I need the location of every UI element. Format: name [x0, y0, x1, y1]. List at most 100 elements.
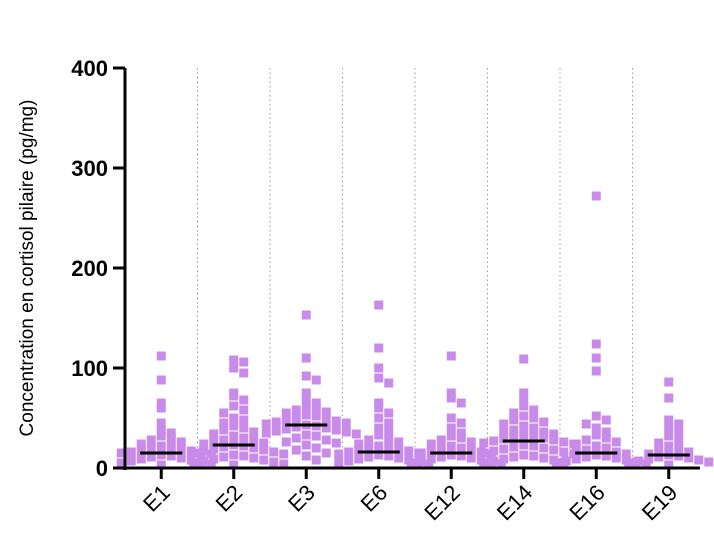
data-point — [549, 429, 559, 439]
data-point — [539, 453, 549, 463]
data-point — [301, 353, 311, 363]
data-point — [156, 403, 166, 413]
data-point — [311, 411, 321, 421]
data-point — [384, 433, 394, 443]
data-point — [291, 405, 301, 415]
data-point — [591, 353, 601, 363]
data-point — [664, 377, 674, 387]
data-point — [601, 427, 611, 437]
data-point — [374, 373, 384, 383]
data-point — [519, 411, 529, 421]
data-point — [156, 450, 166, 460]
data-point — [456, 428, 466, 438]
data-point — [571, 439, 581, 449]
data-point — [509, 415, 519, 425]
data-point — [136, 445, 146, 455]
data-point — [239, 395, 249, 405]
data-point — [384, 378, 394, 388]
data-point — [364, 435, 374, 445]
data-point — [146, 452, 156, 462]
y-tick-label: 400 — [71, 56, 108, 81]
data-point — [529, 423, 539, 433]
data-point — [489, 456, 499, 466]
data-point — [601, 433, 611, 443]
data-point — [519, 430, 529, 440]
data-point — [189, 458, 199, 468]
data-point — [331, 425, 341, 435]
data-point — [301, 451, 311, 461]
data-point — [209, 454, 219, 464]
points-layer — [116, 191, 714, 470]
data-point — [229, 450, 239, 460]
data-point — [456, 451, 466, 461]
data-point — [509, 408, 519, 418]
data-point — [446, 450, 456, 460]
data-point — [416, 456, 426, 466]
data-point — [436, 452, 446, 462]
data-point — [664, 441, 674, 451]
data-point — [374, 441, 384, 451]
data-point — [219, 418, 229, 428]
data-point — [436, 444, 446, 454]
data-point — [301, 440, 311, 450]
data-point — [621, 449, 631, 459]
data-point — [539, 443, 549, 453]
data-point — [271, 426, 281, 436]
y-tick-label: 200 — [71, 256, 108, 281]
data-point — [281, 437, 291, 447]
data-point — [591, 339, 601, 349]
data-point — [611, 437, 621, 447]
data-point — [426, 446, 436, 456]
data-point — [311, 455, 321, 465]
data-point — [271, 417, 281, 427]
data-point — [456, 433, 466, 443]
data-point — [601, 451, 611, 461]
data-point — [301, 371, 311, 381]
data-point — [259, 445, 269, 455]
data-point — [259, 438, 269, 448]
data-point — [269, 457, 279, 467]
data-point — [591, 450, 601, 460]
data-point — [509, 442, 519, 452]
data-point — [209, 444, 219, 454]
data-point — [279, 449, 289, 459]
data-point — [321, 423, 331, 433]
data-point — [664, 423, 674, 433]
data-point — [146, 435, 156, 445]
data-point — [229, 431, 239, 441]
data-point — [219, 425, 229, 435]
data-point — [199, 439, 209, 449]
data-point — [446, 393, 456, 403]
data-point — [509, 425, 519, 435]
data-point — [374, 343, 384, 353]
data-point — [496, 459, 506, 469]
data-point — [529, 405, 539, 415]
data-point — [394, 444, 404, 454]
data-point — [229, 391, 239, 401]
data-point — [279, 459, 289, 469]
data-point — [219, 408, 229, 418]
data-point — [466, 453, 476, 463]
data-point — [126, 447, 136, 457]
data-point — [281, 408, 291, 418]
axis-layer — [113, 66, 700, 479]
x-tick-label: E1 — [138, 480, 175, 517]
data-point — [466, 445, 476, 455]
data-point — [229, 413, 239, 423]
data-point — [601, 443, 611, 453]
data-point — [136, 439, 146, 449]
data-point — [446, 441, 456, 451]
data-point — [559, 437, 569, 447]
x-tick-label: E6 — [356, 480, 393, 517]
data-point — [406, 458, 416, 468]
data-point — [509, 452, 519, 462]
data-point — [354, 454, 364, 464]
x-tick-label: E2 — [211, 480, 248, 517]
data-point — [539, 433, 549, 443]
data-point — [156, 351, 166, 361]
data-point — [499, 419, 509, 429]
data-point — [519, 395, 529, 405]
data-point — [239, 423, 249, 433]
data-point — [166, 442, 176, 452]
data-point — [199, 456, 209, 466]
